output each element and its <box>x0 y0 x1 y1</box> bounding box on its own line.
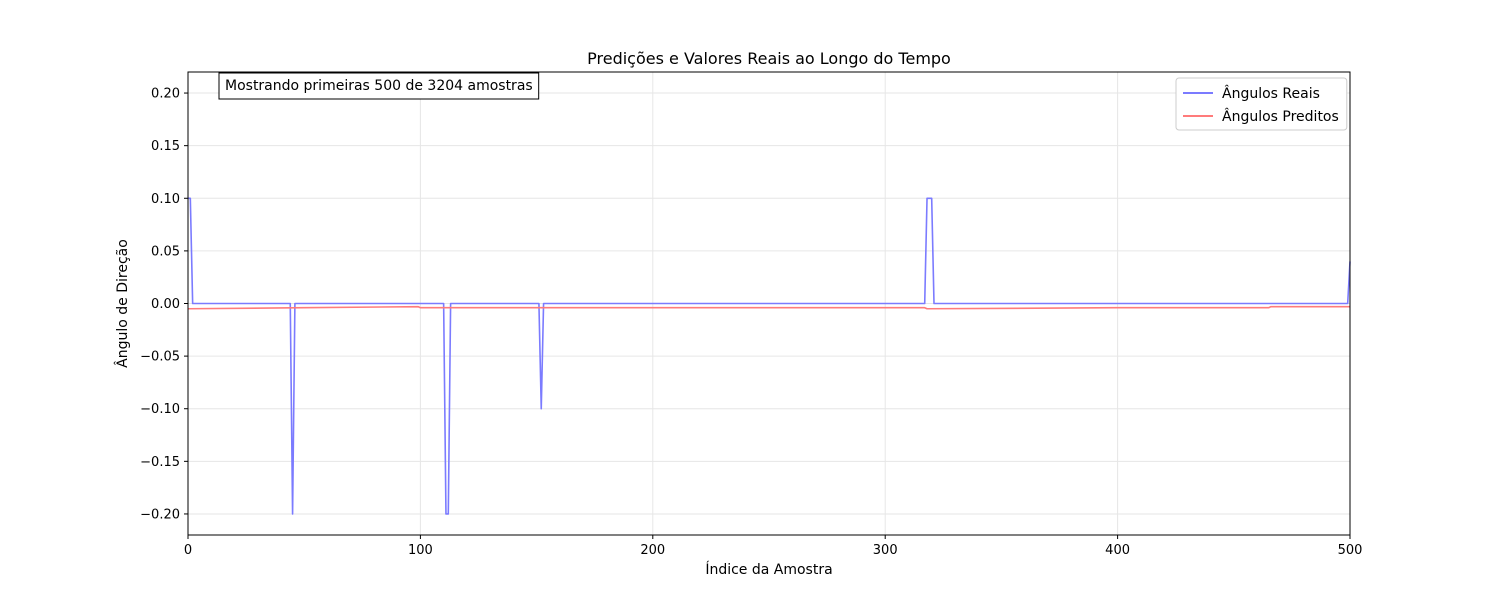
y-tick-label: −0.15 <box>140 455 180 470</box>
series-line-2 <box>187 305 1350 310</box>
y-axis-label: Ângulo de Direção <box>113 239 131 368</box>
x-tick-label: 400 <box>1105 543 1130 558</box>
x-tick-label: 0 <box>184 543 192 558</box>
y-tick-label: 0.00 <box>151 297 180 312</box>
series-lines <box>187 197 1351 515</box>
chart-title: Predições e Valores Reais ao Longo do Te… <box>587 49 951 68</box>
x-axis-label: Índice da Amostra <box>705 561 832 578</box>
annotation-text: Mostrando primeiras 500 de 3204 amostras <box>225 78 533 94</box>
annotation-box: Mostrando primeiras 500 de 3204 amostras <box>218 72 540 100</box>
y-tick-label: 0.15 <box>151 139 180 154</box>
legend-label-2: Ângulos Preditos <box>1222 107 1339 125</box>
y-tick-label: −0.10 <box>140 402 180 417</box>
series-line-1 <box>188 197 1351 515</box>
x-tick-label: 200 <box>640 543 665 558</box>
y-tick-label: 0.20 <box>151 87 180 102</box>
x-tick-label: 300 <box>873 543 898 558</box>
y-tick-label: −0.20 <box>140 507 180 522</box>
y-tick-label: −0.05 <box>140 350 180 365</box>
y-tick-label: 0.10 <box>151 192 180 207</box>
legend: Ângulos Reais Ângulos Preditos <box>1175 77 1348 131</box>
x-tick-label: 100 <box>408 543 433 558</box>
legend-label-1: Ângulos Reais <box>1222 84 1320 102</box>
y-tick-label: 0.05 <box>151 244 180 259</box>
x-tick-label: 500 <box>1338 543 1363 558</box>
axis-ticks: 0 100 200 300 400 500 −0.20 −0.15 −0.10 −0.05 0.00… <box>140 87 1362 558</box>
